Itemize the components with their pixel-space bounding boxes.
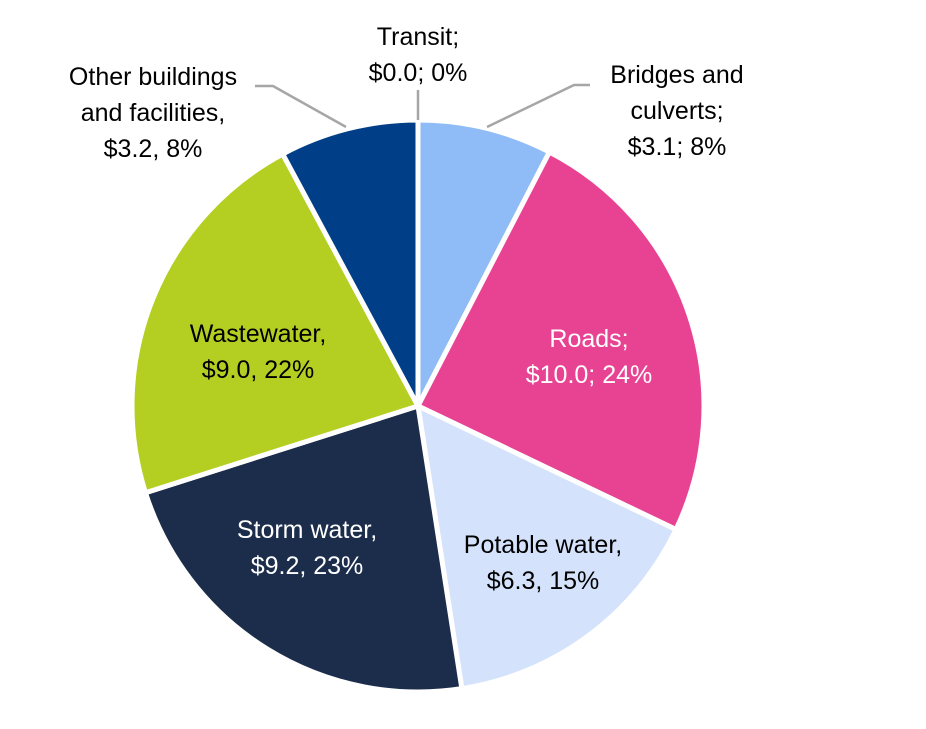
label-line: Wastewater, xyxy=(190,320,327,348)
slice-wastewater xyxy=(129,151,421,496)
label-line: Bridges and xyxy=(610,61,743,89)
label-potable-water: Potable water, $6.3, 15% xyxy=(464,531,622,595)
label-line: $3.2, 8% xyxy=(104,135,203,163)
label-bridges-and-culverts: Bridges and culverts; $3.1; 8% xyxy=(610,61,743,161)
label-line: and facilities, xyxy=(81,99,226,127)
label-line: $9.2, 23% xyxy=(251,552,364,580)
label-line: Storm water, xyxy=(237,516,377,544)
label-line: Potable water, xyxy=(464,531,622,559)
label-line: culverts; xyxy=(630,97,723,125)
label-storm-water: Storm water, $9.2, 23% xyxy=(237,516,377,580)
label-wastewater: Wastewater, $9.0, 22% xyxy=(190,320,327,384)
leader-lines xyxy=(255,83,590,129)
label-line: $6.3, 15% xyxy=(487,567,600,595)
label-roads: Roads; $10.0; 24% xyxy=(526,325,653,389)
label-other-buildings-and-facilities: Other buildings and facilities, $3.2, 8% xyxy=(69,63,237,163)
slice-potable-water xyxy=(415,403,679,692)
slice-storm-water xyxy=(142,403,465,695)
leader-line-other-buildings-and-facilities xyxy=(255,84,347,129)
slice-bridges-and-culverts xyxy=(415,117,552,409)
label-line: Roads; xyxy=(549,325,628,353)
label-line: $9.0, 22% xyxy=(202,356,315,384)
label-line: Other buildings xyxy=(69,63,237,91)
label-line: Transit; xyxy=(377,23,459,51)
slice-other-buildings-and-facilities xyxy=(280,117,421,409)
label-line: $3.1; 8% xyxy=(628,133,727,161)
leader-line-bridges-and-culverts xyxy=(486,83,590,129)
label-line: $0.0; 0% xyxy=(369,59,468,87)
pie-slices xyxy=(129,117,707,695)
slice-labels: Transit; $0.0; 0% Bridges and culverts; $3.1… xyxy=(69,23,744,595)
slice-roads xyxy=(415,149,707,533)
label-transit: Transit; $0.0; 0% xyxy=(369,23,468,87)
label-line: $10.0; 24% xyxy=(526,361,653,389)
